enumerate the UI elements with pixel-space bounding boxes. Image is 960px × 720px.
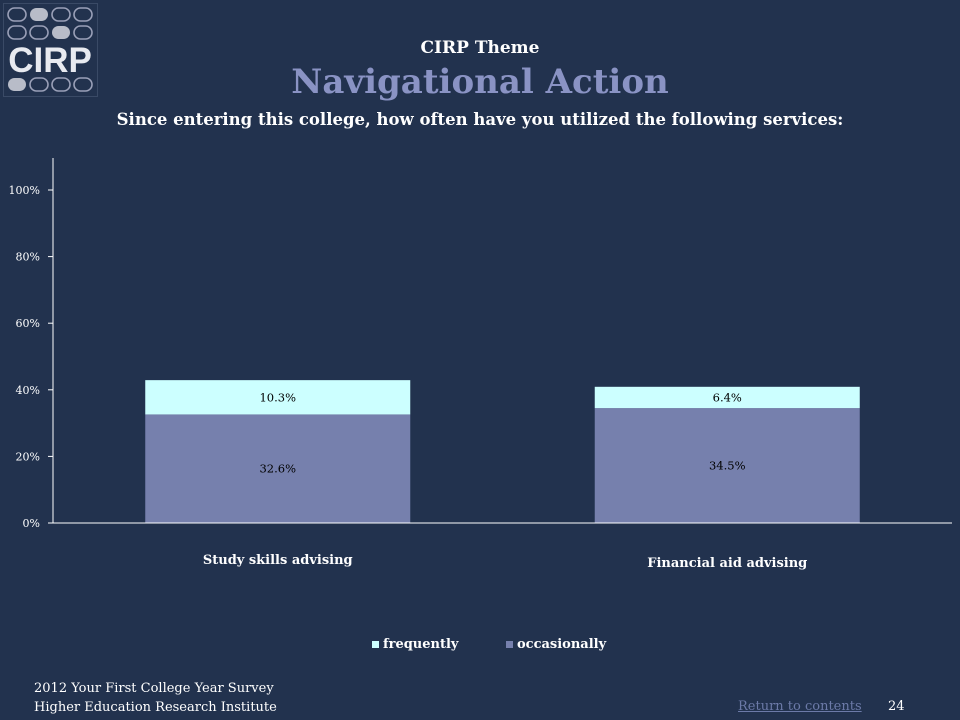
page-title: Navigational Action	[291, 62, 669, 102]
y-axis-ticks: 0% 20% 40% 60% 80% 100%	[9, 184, 53, 530]
data-label-occasionally: 32.6%	[259, 462, 296, 476]
legend-item-frequently: frequently	[372, 637, 458, 652]
bar-occasionally	[594, 408, 860, 523]
data-label-frequently: 6.4%	[713, 390, 742, 404]
return-to-contents-link[interactable]: Return to contents	[738, 699, 862, 714]
theme-label: CIRP Theme	[420, 38, 540, 58]
data-label-frequently: 10.3%	[259, 390, 296, 404]
legend-swatch-frequently	[372, 641, 379, 648]
category-label: Financial aid advising	[647, 556, 807, 571]
chart-bars	[145, 380, 860, 523]
bar-frequently	[594, 386, 860, 409]
legend-item-occasionally: occasionally	[506, 637, 606, 652]
category-label: Study skills advising	[203, 553, 353, 568]
institute-name: Higher Education Research Institute	[34, 700, 277, 715]
bar-occasionally	[145, 414, 411, 523]
stacked-bar-chart: 0% 20% 40% 60% 80% 100% 32.6% 10.3% 34.5% 6.4% S…	[9, 158, 952, 571]
footer-info: 2012 Your First College Year Survey High…	[34, 679, 277, 717]
data-labels: 32.6% 10.3% 34.5% 6.4%	[259, 390, 745, 475]
cirp-logo: CIRP	[3, 3, 98, 97]
logo-text: CIRP	[8, 41, 92, 80]
y-tick-label: 20%	[16, 450, 40, 463]
page-number: 24	[888, 699, 905, 714]
y-tick-label: 40%	[16, 384, 40, 397]
y-tick-label: 80%	[16, 251, 40, 264]
data-label-occasionally: 34.5%	[709, 459, 746, 473]
legend-label-occasionally: occasionally	[517, 637, 607, 652]
survey-name: 2012 Your First College Year Survey	[34, 681, 274, 696]
legend-label-frequently: frequently	[383, 637, 459, 652]
cirp-logo-graphic: CIRP	[7, 7, 93, 92]
y-tick-label: 60%	[16, 317, 40, 330]
y-tick-label: 100%	[9, 184, 40, 197]
category-labels: Study skills advising Financial aid advis…	[203, 553, 807, 571]
legend-swatch-occasionally	[506, 641, 513, 648]
survey-question: Since entering this college, how often h…	[116, 110, 844, 129]
y-tick-label: 0%	[23, 517, 40, 530]
bar-frequently	[145, 380, 411, 415]
